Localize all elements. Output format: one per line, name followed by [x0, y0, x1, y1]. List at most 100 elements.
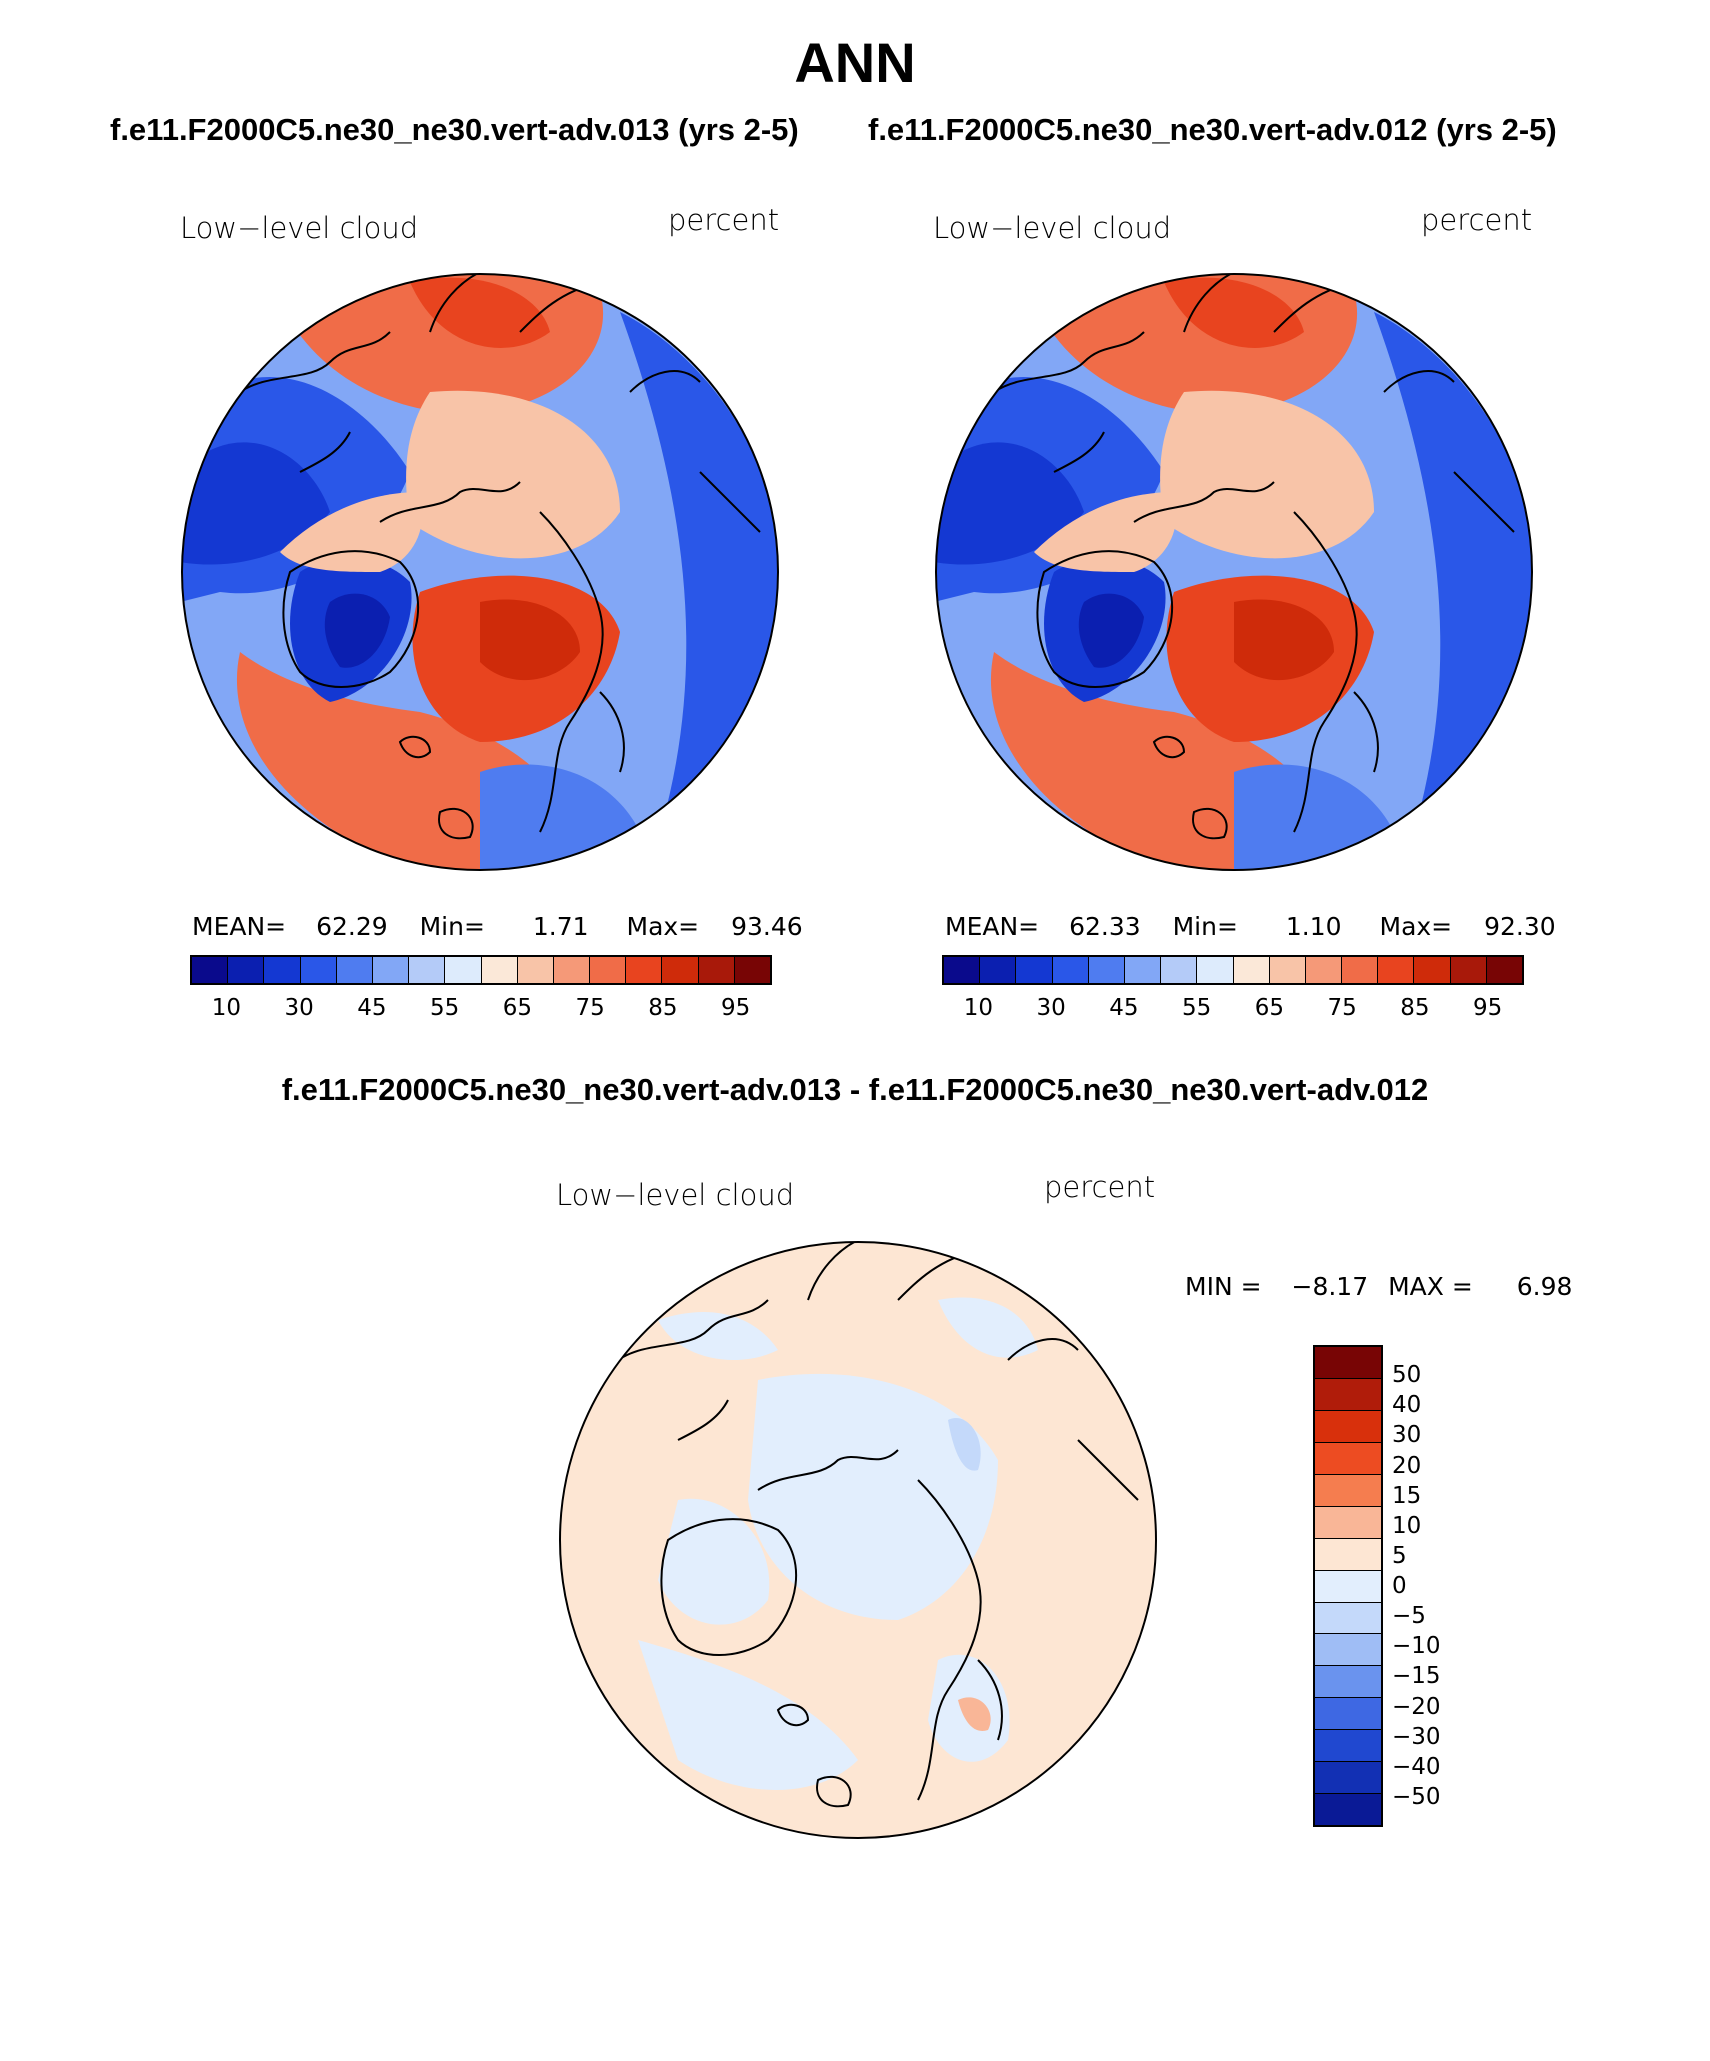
right-variable-label: Low−level cloud	[933, 211, 1172, 245]
right-mean-value: 62.33	[1069, 912, 1141, 941]
case-title-right: f.e11.F2000C5.ne30_ne30.vert-adv.012 (yr…	[868, 112, 1557, 147]
colorbar-swatch	[299, 957, 336, 983]
colorbar-swatch	[1160, 957, 1197, 983]
colorbar-swatch	[516, 957, 553, 983]
colorbar-tick-label: 85	[648, 995, 678, 1021]
right-units-label: percent	[1421, 203, 1533, 237]
colorbar-tick-label: 45	[357, 995, 387, 1021]
diff-colorbar-label: 0	[1392, 1573, 1407, 1599]
right-max-value: 92.30	[1484, 912, 1556, 941]
colorbar-swatch	[1087, 957, 1124, 983]
left-polar-map	[181, 273, 779, 871]
colorbar-swatch	[1196, 957, 1233, 983]
diff-colorbar-label: 10	[1392, 1512, 1422, 1539]
diff-colorbar-label: −10	[1392, 1633, 1441, 1660]
colorbar-swatch	[1485, 957, 1522, 983]
colorbar-tick-label: 55	[429, 995, 460, 1021]
colorbar-swatch	[1051, 957, 1088, 983]
right-min-label: Min=	[1172, 912, 1238, 941]
colorbar-tick-label: 45	[1109, 995, 1139, 1021]
diff-colorbar-swatch	[1315, 1793, 1381, 1826]
right-colorbar-ticks: 10 30 45 55 65 75 85 95	[942, 995, 1524, 1025]
diff-colorbar-swatch	[1315, 1697, 1381, 1730]
colorbar-tick-label: 65	[502, 995, 533, 1021]
case-title-left: f.e11.F2000C5.ne30_ne30.vert-adv.013 (yr…	[110, 112, 799, 147]
right-min-value: 1.10	[1285, 912, 1342, 941]
colorbar-tick-label: 75	[1327, 995, 1357, 1021]
difference-polar-map	[559, 1241, 1157, 1839]
diff-colorbar-swatch	[1315, 1633, 1381, 1666]
colorbar-tick-label: 75	[575, 995, 605, 1021]
left-variable-label: Low−level cloud	[180, 211, 419, 245]
diff-min-label: MIN =	[1185, 1272, 1262, 1301]
diff-colorbar-label: 50	[1392, 1362, 1422, 1389]
colorbar-swatch	[1123, 957, 1161, 983]
diff-colorbar-swatch	[1315, 1441, 1381, 1474]
diff-colorbar-swatch	[1315, 1601, 1381, 1634]
left-min-value: 1.71	[532, 912, 589, 941]
colorbar-swatch	[661, 957, 698, 983]
colorbar-swatch	[1268, 957, 1305, 983]
left-units-label: percent	[668, 203, 780, 237]
left-mean-value: 62.29	[316, 912, 388, 941]
colorbar-tick-label: 95	[720, 995, 751, 1021]
diff-colorbar-label: 20	[1392, 1452, 1422, 1479]
colorbar-tick-label: 10	[963, 995, 994, 1021]
colorbar-tick-label: 30	[1036, 995, 1066, 1021]
difference-colorbar	[1313, 1345, 1383, 1827]
diff-colorbar-label: −30	[1392, 1723, 1441, 1750]
colorbar-tick-label: 30	[284, 995, 314, 1021]
difference-colorbar-labels: 50 40 30 20 15 10 5 0 −5 −10 −15 −20 −30 −40 −50	[1392, 1345, 1482, 1827]
diff-colorbar-label: −50	[1392, 1783, 1441, 1810]
right-max-label: Max=	[1379, 912, 1453, 941]
right-polar-map	[935, 273, 1533, 871]
colorbar-swatch	[1341, 957, 1378, 983]
diff-colorbar-swatch	[1315, 1347, 1381, 1378]
diff-colorbar-label: −5	[1392, 1603, 1426, 1630]
colorbar-swatch	[979, 957, 1016, 983]
diff-colorbar-swatch	[1315, 1761, 1381, 1794]
colorbar-swatch	[444, 957, 481, 983]
diff-colorbar-swatch	[1315, 1473, 1381, 1506]
diff-colorbar-swatch	[1315, 1505, 1381, 1538]
colorbar-swatch	[227, 957, 264, 983]
colorbar-swatch	[1015, 957, 1052, 983]
left-min-label: Min=	[419, 912, 485, 941]
colorbar-swatch	[625, 957, 662, 983]
colorbar-swatch	[1449, 957, 1486, 983]
colorbar-swatch	[733, 957, 770, 983]
diff-colorbar-swatch	[1315, 1665, 1381, 1698]
colorbar-swatch	[263, 957, 300, 983]
colorbar-swatch	[552, 957, 590, 983]
diff-colorbar-swatch	[1315, 1729, 1381, 1762]
diff-colorbar-swatch	[1315, 1537, 1381, 1570]
colorbar-swatch	[480, 957, 517, 983]
diff-units-label: percent	[1044, 1170, 1156, 1204]
left-mean-label: MEAN=	[192, 912, 287, 941]
diff-colorbar-label: 30	[1392, 1422, 1422, 1449]
colorbar-swatch	[335, 957, 372, 983]
colorbar-tick-label: 10	[211, 995, 242, 1021]
colorbar-swatch	[192, 957, 228, 983]
right-colorbar	[942, 955, 1524, 985]
colorbar-swatch	[697, 957, 734, 983]
diff-variable-label: Low−level cloud	[556, 1178, 795, 1212]
diff-min-value: −8.17	[1291, 1272, 1369, 1301]
colorbar-swatch	[1232, 957, 1269, 983]
left-colorbar	[190, 955, 772, 985]
diff-colorbar-swatch	[1315, 1377, 1381, 1410]
colorbar-tick-label: 65	[1254, 995, 1285, 1021]
diff-colorbar-label: −40	[1392, 1753, 1441, 1780]
diff-colorbar-label: −15	[1392, 1663, 1441, 1690]
colorbar-tick-label: 85	[1400, 995, 1430, 1021]
diff-max-label: MAX =	[1388, 1272, 1473, 1301]
colorbar-tick-label: 55	[1181, 995, 1212, 1021]
diff-colorbar-swatch	[1315, 1409, 1381, 1442]
diff-colorbar-label: −20	[1392, 1693, 1441, 1720]
colorbar-swatch	[944, 957, 980, 983]
colorbar-swatch	[1377, 957, 1414, 983]
left-max-value: 93.46	[731, 912, 803, 941]
colorbar-swatch	[408, 957, 445, 983]
colorbar-tick-label: 95	[1472, 995, 1503, 1021]
colorbar-swatch	[1413, 957, 1450, 983]
